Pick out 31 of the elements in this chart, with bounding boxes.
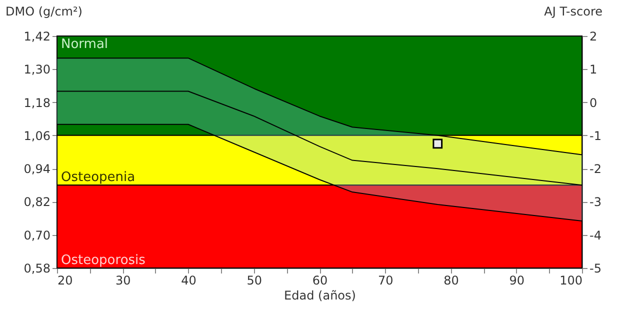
- y2-tick-label: 0: [590, 96, 598, 110]
- y2-tick-label: -4: [590, 228, 602, 242]
- y-tick-label: 0,58: [24, 262, 50, 276]
- y-axis-title: DMO (g/cm²): [6, 4, 82, 18]
- y2-tick-label: -1: [590, 128, 602, 143]
- x-tick-label: 50: [246, 274, 262, 288]
- y2-tick-label: 1: [590, 62, 598, 77]
- y-tick-label: 1,30: [24, 62, 50, 77]
- band-label: Osteoporosis: [61, 253, 146, 268]
- x-tick-label: 80: [444, 274, 459, 288]
- y-tick-label: 1,42: [24, 30, 50, 44]
- x-tick-label: 100: [560, 274, 582, 288]
- band-label: Normal: [61, 37, 108, 52]
- y-tick-label: 1,06: [24, 128, 50, 143]
- x-tick-label: 70: [378, 274, 394, 288]
- x-tick-label: 30: [115, 274, 131, 288]
- x-tick-label: 60: [312, 274, 328, 288]
- y2-tick-label: -5: [590, 262, 602, 276]
- y2-tick-label: -3: [590, 195, 602, 210]
- x-tick-label: 90: [509, 274, 525, 288]
- y-tick-label: 0,94: [24, 162, 50, 176]
- x-tick-label: 40: [181, 274, 196, 288]
- y-tick-label: 0,82: [24, 195, 50, 210]
- y2-tick-label: 2: [590, 30, 598, 44]
- y-tick-label: 1,18: [24, 96, 50, 110]
- y-tick-label: 0,70: [24, 228, 50, 242]
- y2-tick-label: -2: [590, 162, 602, 176]
- band-label: Osteopenia: [61, 170, 136, 186]
- y2-axis-title: AJ T-score: [544, 4, 602, 18]
- x-axis-title: Edad (años): [284, 288, 356, 302]
- x-tick-label: 20: [58, 274, 73, 288]
